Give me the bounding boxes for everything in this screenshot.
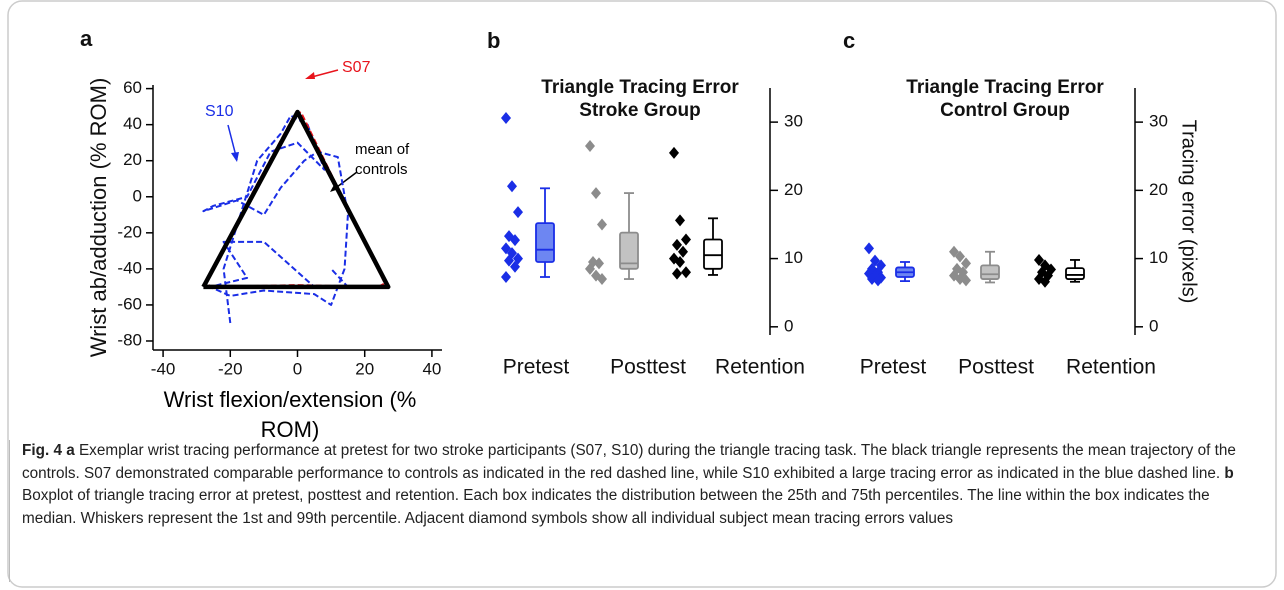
y-tick-label: 20 bbox=[123, 150, 142, 169]
box bbox=[619, 231, 639, 270]
y-tick-label: 0 bbox=[133, 186, 142, 205]
y-tick-label: 10 bbox=[784, 248, 803, 267]
data-point bbox=[585, 262, 595, 275]
data-point bbox=[510, 234, 520, 247]
y-tick-label: 40 bbox=[123, 114, 142, 133]
y-tick-label: 10 bbox=[1149, 248, 1168, 267]
data-point bbox=[678, 245, 688, 258]
data-point bbox=[597, 273, 607, 286]
box bbox=[1065, 267, 1085, 280]
panel-label: a bbox=[80, 26, 93, 51]
box bbox=[980, 264, 1000, 280]
data-point bbox=[597, 218, 607, 231]
data-point bbox=[961, 274, 971, 287]
data-point bbox=[501, 112, 511, 125]
x-tick-label: 20 bbox=[355, 359, 374, 378]
chart-title: Triangle Tracing Error bbox=[541, 77, 739, 98]
y-axis-label: Tracing error (pixels) bbox=[1178, 120, 1200, 304]
panel-label: c bbox=[843, 28, 855, 53]
x-tick-label: Retention bbox=[1066, 356, 1156, 379]
x-tick-label: 40 bbox=[422, 359, 441, 378]
panel-label: b bbox=[487, 28, 500, 53]
x-tick-label: Posttest bbox=[610, 356, 686, 379]
y-tick-label: -60 bbox=[117, 294, 142, 313]
x-tick-label: 0 bbox=[293, 359, 302, 378]
data-point bbox=[501, 271, 511, 284]
y-tick-label: 0 bbox=[1149, 316, 1158, 335]
data-point bbox=[675, 255, 685, 268]
data-point bbox=[681, 266, 691, 279]
caption-label: Fig. 4 bbox=[22, 442, 62, 459]
data-point bbox=[864, 242, 874, 255]
y-tick-label: 0 bbox=[784, 316, 793, 335]
data-point bbox=[669, 146, 679, 159]
x-axis-label: Wrist flexion/extension (% ROM) bbox=[163, 387, 417, 442]
chart-subtitle: Stroke Group bbox=[579, 100, 700, 121]
y-tick-label: 20 bbox=[784, 180, 803, 199]
data-point bbox=[507, 180, 517, 193]
data-point bbox=[955, 250, 965, 263]
data-point bbox=[513, 206, 523, 219]
trajectory bbox=[202, 114, 349, 324]
y-tick-label: 60 bbox=[123, 78, 142, 97]
caption-text: Boxplot of triangle tracing error at pre… bbox=[22, 487, 1210, 527]
y-tick-label: -20 bbox=[117, 222, 142, 241]
trajectory bbox=[201, 109, 391, 290]
chart-subtitle: Control Group bbox=[940, 100, 1070, 121]
y-tick-label: -80 bbox=[117, 330, 142, 349]
data-point bbox=[504, 254, 514, 267]
annotation: S10 bbox=[205, 103, 234, 120]
data-point bbox=[585, 139, 595, 152]
chart-title: Triangle Tracing Error bbox=[906, 77, 1104, 98]
arrowhead bbox=[231, 152, 239, 162]
caption-text: Exemplar wrist tracing performance at pr… bbox=[22, 442, 1236, 482]
data-point bbox=[675, 214, 685, 227]
x-tick-label: -20 bbox=[218, 359, 243, 378]
caption-letter: b bbox=[1224, 464, 1234, 482]
data-point bbox=[873, 274, 883, 287]
y-tick-label: 30 bbox=[784, 112, 803, 131]
x-tick-label: Pretest bbox=[860, 356, 927, 379]
y-tick-label: 30 bbox=[1149, 112, 1168, 131]
data-point bbox=[510, 260, 520, 273]
x-tick-label: Pretest bbox=[503, 356, 570, 379]
data-point bbox=[672, 267, 682, 280]
data-point bbox=[1040, 275, 1050, 288]
data-point bbox=[961, 257, 971, 270]
data-point bbox=[672, 238, 682, 251]
caption: Fig. 4 a Exemplar wrist tracing performa… bbox=[9, 440, 1259, 582]
data-point bbox=[1034, 253, 1044, 266]
caption-letter: a bbox=[66, 442, 75, 459]
x-tick-label: Posttest bbox=[958, 356, 1034, 379]
annotation: S07 bbox=[342, 59, 371, 76]
frame bbox=[7, 0, 1277, 588]
arrowhead bbox=[305, 72, 315, 79]
box bbox=[535, 222, 555, 263]
annotation: mean of controls bbox=[355, 141, 410, 178]
y-axis-label: Wrist ab/adduction (% ROM) bbox=[86, 78, 111, 358]
data-point bbox=[681, 233, 691, 246]
box bbox=[703, 238, 723, 270]
y-tick-label: -40 bbox=[117, 258, 142, 277]
x-tick-label: -40 bbox=[151, 359, 176, 378]
y-tick-label: 20 bbox=[1149, 180, 1168, 199]
data-point bbox=[591, 187, 601, 200]
x-tick-label: Retention bbox=[715, 356, 805, 379]
trajectory bbox=[205, 111, 386, 288]
data-point bbox=[594, 257, 604, 270]
